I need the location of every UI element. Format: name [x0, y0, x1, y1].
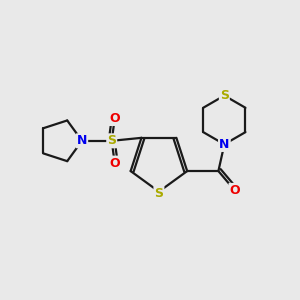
Text: N: N — [219, 138, 230, 151]
Text: O: O — [110, 157, 120, 169]
Text: N: N — [77, 134, 87, 147]
Text: S: S — [220, 89, 229, 102]
Text: S: S — [154, 187, 164, 200]
Text: S: S — [107, 134, 116, 147]
Text: O: O — [110, 112, 120, 125]
Text: O: O — [230, 184, 240, 197]
Text: N: N — [219, 138, 230, 151]
